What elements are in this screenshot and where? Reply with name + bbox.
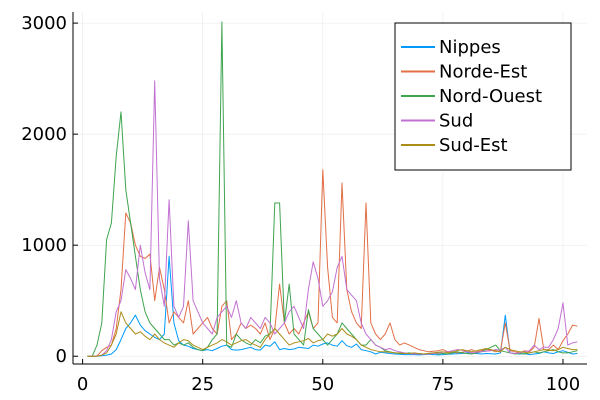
y-tick-label: 2000 [21, 124, 67, 145]
series-line-nippes [87, 255, 578, 357]
x-tick-label: 50 [311, 374, 334, 395]
legend-label-sud: Sud [439, 111, 473, 132]
x-tick-label: 75 [431, 374, 454, 395]
axes [72, 12, 587, 365]
x-tick-label: 100 [546, 374, 580, 395]
legend-label-sud-est: Sud-Est [439, 135, 508, 156]
y-tick-label: 0 [56, 346, 67, 367]
series-line-nord-ouest [87, 21, 578, 357]
y-tick-label: 3000 [21, 13, 67, 34]
y-tick-label: 1000 [21, 235, 67, 256]
series-line-norde-est [87, 169, 578, 357]
legend-label-nippes: Nippes [439, 37, 501, 58]
series-line-sud [87, 80, 578, 357]
tick-marks [73, 22, 564, 364]
x-tick-label: 0 [77, 374, 88, 395]
series-lines [87, 21, 578, 357]
series-line-sud-est [87, 311, 578, 357]
x-tick-label: 25 [191, 374, 214, 395]
legend-label-nord-ouest: Nord-Ouest [439, 86, 542, 107]
legend-label-norde-est: Norde-Est [439, 62, 527, 83]
legend: Nippes Norde-Est Nord-Ouest Sud Sud-Est [394, 22, 572, 171]
